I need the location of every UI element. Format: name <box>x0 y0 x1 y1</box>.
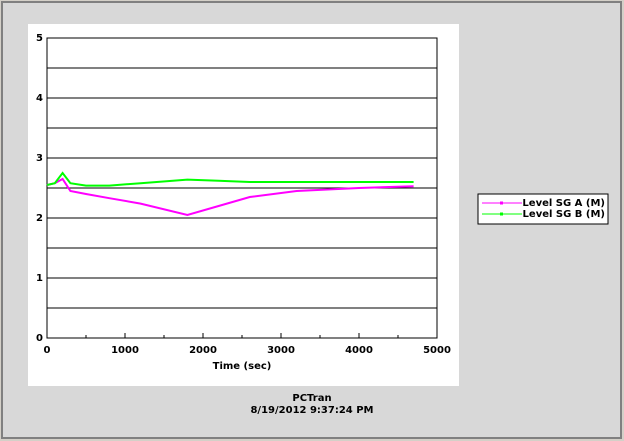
plot-panel <box>28 24 459 386</box>
legend <box>477 193 609 225</box>
x-tick-label: 3000 <box>267 345 295 356</box>
x-tick-label: 2000 <box>189 345 217 356</box>
legend-marker <box>500 212 503 216</box>
footer-timestamp: 8/19/2012 9:37:24 PM <box>250 405 373 416</box>
series-line <box>46 171 414 187</box>
x-tick-label: 1000 <box>111 345 139 356</box>
legend-marker <box>500 201 503 205</box>
y-tick-label: 3 <box>36 153 43 164</box>
y-tick-label: 4 <box>36 93 43 104</box>
legend-label: Level SG A (M) <box>522 198 605 209</box>
x-tick-label: 0 <box>44 345 51 356</box>
x-axis-label: Time (sec) <box>213 361 272 372</box>
x-tick-label: 5000 <box>423 345 451 356</box>
y-tick-label: 5 <box>36 33 43 44</box>
footer-program: PCTran <box>292 393 331 404</box>
x-tick-label: 4000 <box>345 345 373 356</box>
y-tick-label: 1 <box>36 273 43 284</box>
y-tick-label: 0 <box>36 333 43 344</box>
y-tick-label: 2 <box>36 213 43 224</box>
legend-label: Level SG B (M) <box>523 209 605 220</box>
series-line <box>46 177 414 217</box>
